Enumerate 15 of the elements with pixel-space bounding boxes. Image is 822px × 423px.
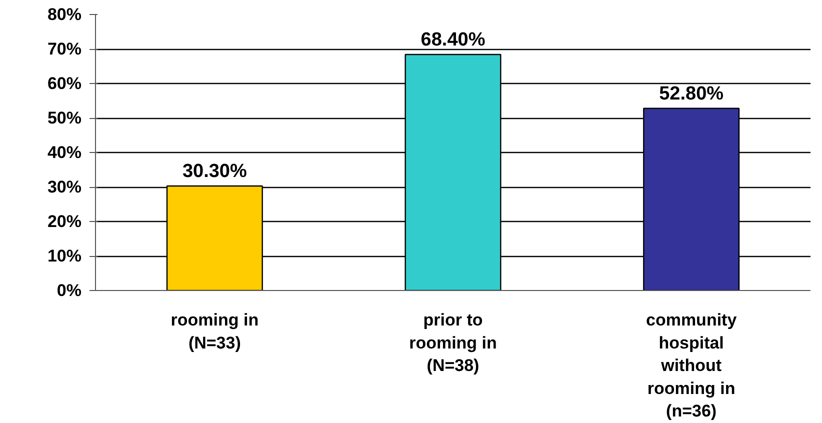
x-tick-label: community hospital without rooming in (n=36) xyxy=(646,310,738,421)
data-label: 52.80% xyxy=(659,83,724,104)
y-tick-label: 80% xyxy=(47,5,82,24)
y-tick-label: 30% xyxy=(47,178,82,196)
x-tick-label: rooming in (N=33) xyxy=(170,310,259,352)
y-tick-label: 60% xyxy=(47,74,82,93)
x-tick-label: prior to rooming in (N=38) xyxy=(409,310,497,376)
y-tick-label: 40% xyxy=(47,143,82,162)
y-tick-label: 70% xyxy=(47,40,82,58)
y-tick-label: 20% xyxy=(47,212,82,231)
y-tick-label: 50% xyxy=(47,108,82,128)
y-tick-label: 0% xyxy=(56,281,82,300)
data-label: 30.30% xyxy=(182,160,247,182)
y-tick-label: 10% xyxy=(47,246,82,266)
data-label: 68.40% xyxy=(420,30,486,51)
